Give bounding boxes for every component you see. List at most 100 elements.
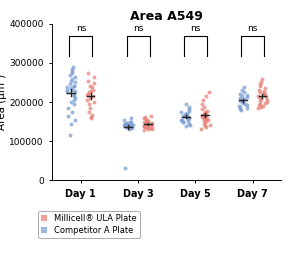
Point	[187, 107, 192, 111]
Point	[258, 90, 263, 94]
Point	[71, 102, 76, 106]
Point	[199, 107, 204, 111]
Point	[256, 94, 260, 98]
Point	[143, 123, 148, 127]
Point	[144, 120, 148, 124]
Point	[202, 114, 207, 118]
Point	[203, 124, 208, 128]
Point	[203, 111, 208, 115]
Point	[128, 116, 133, 121]
Point	[199, 113, 204, 117]
Point	[204, 94, 208, 98]
Point	[89, 116, 94, 121]
Point	[88, 89, 93, 93]
Point	[238, 96, 243, 100]
Point	[202, 112, 206, 117]
Point	[258, 96, 262, 100]
Text: ns: ns	[133, 24, 143, 33]
Point	[202, 105, 207, 109]
Point	[142, 116, 146, 121]
Legend: Millicell® ULA Plate, Competitor A Plate: Millicell® ULA Plate, Competitor A Plate	[38, 211, 140, 238]
Point	[238, 105, 242, 109]
Point	[206, 90, 211, 94]
Point	[244, 103, 249, 107]
Point	[92, 74, 96, 79]
Point	[72, 94, 77, 98]
Point	[144, 118, 148, 122]
Point	[200, 115, 204, 119]
Point	[201, 116, 206, 121]
Point	[186, 119, 190, 123]
Point	[92, 81, 97, 85]
Point	[180, 118, 184, 122]
Point	[260, 104, 265, 108]
Point	[203, 116, 208, 120]
Point	[240, 98, 244, 102]
Point	[123, 166, 127, 171]
Point	[127, 125, 132, 129]
Point	[145, 126, 150, 130]
Point	[203, 125, 208, 130]
Point	[186, 116, 191, 120]
Point	[204, 108, 209, 113]
Point	[245, 106, 250, 110]
Point	[243, 102, 248, 106]
Point	[240, 88, 244, 92]
Point	[89, 115, 94, 119]
Point	[86, 78, 90, 83]
Point	[122, 123, 127, 127]
Point	[128, 122, 133, 126]
Point	[122, 123, 126, 127]
Point	[185, 111, 190, 115]
Point	[68, 78, 73, 83]
Point	[184, 112, 188, 117]
Point	[65, 87, 70, 92]
Point	[146, 119, 151, 123]
Point	[66, 114, 70, 118]
Point	[128, 126, 133, 130]
Point	[262, 92, 266, 96]
Point	[71, 65, 75, 69]
Y-axis label: Area (μm²): Area (μm²)	[0, 74, 7, 130]
Point	[184, 124, 189, 128]
Point	[186, 108, 191, 113]
Point	[69, 67, 74, 71]
Point	[73, 117, 77, 122]
Point	[128, 125, 133, 129]
Point	[128, 123, 133, 127]
Point	[129, 124, 134, 128]
Point	[186, 121, 191, 126]
Point	[69, 88, 74, 92]
Point	[144, 117, 149, 122]
Point	[202, 121, 206, 126]
Point	[70, 110, 75, 114]
Point	[69, 69, 74, 73]
Point	[70, 76, 75, 81]
Point	[187, 105, 192, 109]
Point	[149, 114, 153, 118]
Point	[144, 125, 149, 130]
Point	[206, 118, 211, 122]
Point	[257, 88, 261, 92]
Point	[73, 96, 78, 100]
Point	[259, 105, 264, 109]
Point	[179, 110, 184, 114]
Point	[90, 94, 95, 98]
Point	[150, 125, 155, 129]
Point	[126, 126, 131, 131]
Point	[65, 106, 70, 110]
Point	[207, 123, 212, 127]
Point	[141, 124, 146, 128]
Point	[122, 118, 126, 122]
Point	[149, 122, 153, 126]
Point	[72, 98, 76, 102]
Point	[264, 100, 269, 104]
Point	[142, 120, 147, 125]
Point	[257, 99, 262, 103]
Point	[258, 102, 262, 106]
Point	[148, 122, 152, 126]
Point	[71, 92, 76, 96]
Point	[262, 91, 267, 96]
Point	[238, 108, 243, 112]
Point	[130, 126, 135, 130]
